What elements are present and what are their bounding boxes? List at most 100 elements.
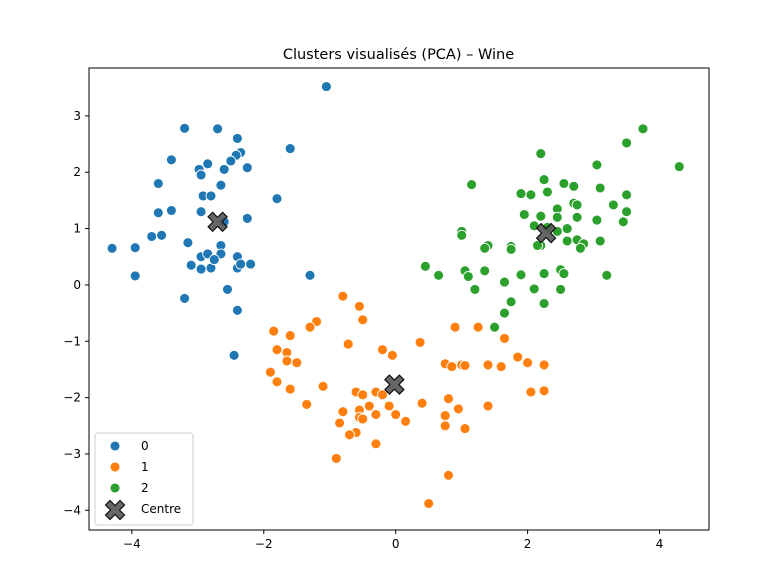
data-point-series-0 [165,154,177,166]
legend-marker-centroid [104,499,126,521]
data-point-series-2 [505,243,517,255]
data-point-series-2 [551,211,563,223]
data-point-series-1 [377,389,388,401]
data-point-series-2 [621,137,633,149]
data-point-series-1 [353,300,365,312]
data-point-series-1 [357,413,369,425]
data-point-series-2 [558,178,570,189]
data-point-series-1 [330,452,342,464]
legend-entry-1: 1 [109,460,149,474]
data-point-series-0 [241,212,253,224]
data-point-series-2 [558,268,570,280]
legend-marker [109,440,121,452]
data-point-series-0 [235,258,247,270]
y-tick-label: 3 [73,109,81,123]
data-point-series-1 [357,389,369,401]
data-point-series-0 [215,179,227,191]
data-point-series-2 [489,321,501,333]
centroid-marker [384,374,405,395]
data-point-series-0 [212,123,224,135]
legend-entry-centre: Centre [104,499,181,521]
legend-marker [109,482,121,494]
data-point-series-2 [535,148,547,160]
plot-frame [88,67,710,531]
data-point-series-2 [561,235,573,247]
data-point-series-1 [495,361,507,373]
data-point-series-1 [439,420,451,432]
data-point-series-2 [637,123,649,135]
y-tick-label: 1 [73,222,81,236]
data-point-series-1 [363,400,375,412]
chart-title: Clusters visualisés (PCA) – Wine [283,47,514,63]
data-point-series-0 [152,178,164,189]
data-point-series-1 [334,417,346,429]
data-point-series-1 [446,361,458,373]
data-point-series-2 [555,283,567,295]
data-point-series-0 [195,206,207,218]
legend-label: Centre [141,502,181,516]
data-point-series-0 [320,81,332,93]
data-point-series-1 [522,357,534,369]
data-point-series-0 [225,155,237,167]
data-point-series-2 [469,283,481,295]
data-point-series-0 [202,158,214,170]
data-point-series-0 [185,259,197,271]
data-point-series-2 [515,269,527,281]
data-point-series-1 [499,332,510,344]
data-point-series-2 [535,210,547,222]
data-point-series-2 [462,271,474,282]
y-axis: −4 −3 −2 −1 0 1 2 3 [63,109,89,517]
data-point-series-2 [594,235,606,247]
data-point-series-0 [241,162,253,174]
legend-entry-0: 0 [109,439,149,453]
data-point-series-0 [156,229,168,241]
data-point-series-2 [601,269,613,281]
data-point-series-1 [268,325,280,337]
legend-marker [109,461,121,473]
data-point-series-2 [541,186,553,198]
data-point-series-2 [479,265,491,277]
data-point-series-1 [370,409,382,420]
data-point-series-2 [574,242,586,254]
data-point-series-0 [146,231,158,242]
data-point-series-1 [459,423,471,435]
data-point-series-0 [284,143,296,155]
data-point-series-2 [571,199,583,211]
data-point-series-1 [449,321,461,333]
data-point-series-1 [301,398,313,410]
data-point-series-2 [571,211,583,223]
data-point-series-1 [291,357,303,369]
data-point-series-1 [452,403,464,415]
data-point-series-1 [386,349,398,361]
data-point-series-0 [152,207,164,219]
data-point-series-1 [271,376,283,388]
data-point-series-2 [525,189,537,201]
data-point-series-2 [528,283,540,295]
data-point-series-1 [342,338,354,350]
data-point-series-0 [228,349,240,361]
points-layer [106,81,685,509]
data-point-series-2 [561,223,573,235]
data-point-series-2 [433,269,445,281]
data-point-series-0 [106,242,118,254]
data-point-series-0 [231,132,243,144]
data-point-series-1 [390,409,402,420]
data-point-series-0 [231,304,243,316]
data-point-series-1 [439,410,451,422]
data-point-series-1 [377,344,388,356]
y-tick-label: −3 [63,447,81,461]
series-2 [419,123,685,333]
data-point-series-0 [195,169,207,181]
data-point-series-0 [208,254,220,266]
data-point-series-2 [518,209,530,220]
data-point-series-1 [512,351,524,363]
data-point-series-1 [443,393,454,405]
data-point-series-1 [357,314,369,326]
y-tick-label: 0 [73,278,81,292]
data-point-series-0 [222,283,233,295]
data-point-series-1 [443,469,454,481]
data-point-series-2 [419,260,431,272]
data-point-series-0 [182,237,194,249]
legend: 0 1 2 Centre [94,432,194,526]
